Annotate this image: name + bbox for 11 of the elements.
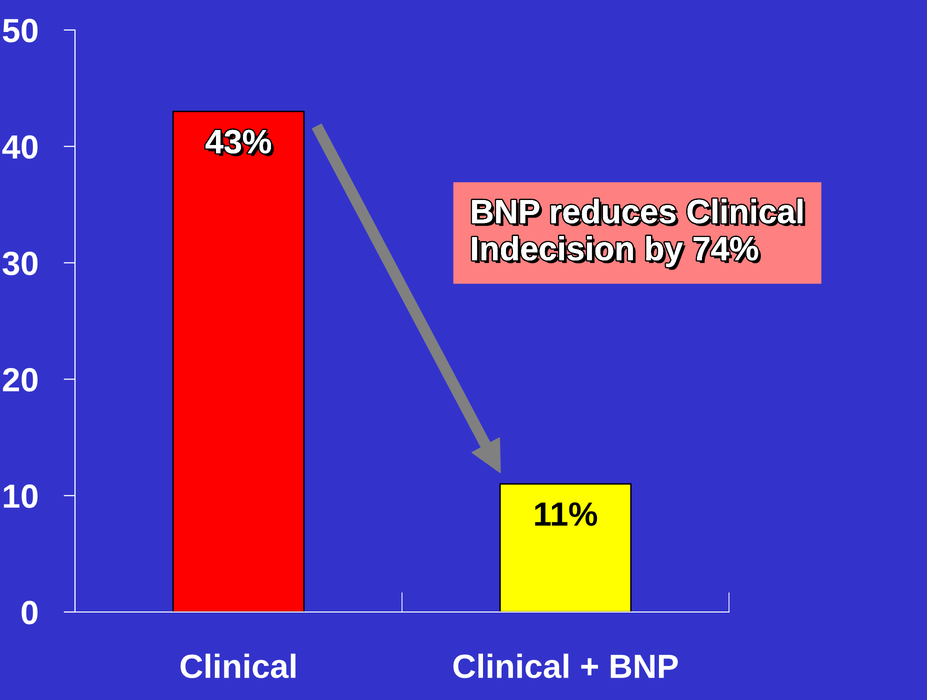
- y-tick-label: 10: [4, 484, 38, 508]
- annotation: BNP reduces Clinical Indecision by 74%: [472, 198, 806, 270]
- x-tick-label: Clinical: [180, 654, 296, 678]
- y-tick-label: 40: [2, 135, 38, 159]
- x-tick-label: Clinical + BNP: [453, 654, 678, 678]
- y-tick-label: 0: [22, 600, 38, 624]
- data-label: 11%: [535, 502, 598, 526]
- y-tick-label: 20: [2, 368, 38, 392]
- y-tick-label: 50: [2, 18, 38, 42]
- y-tick-label: 30: [2, 252, 38, 276]
- data-label: 43%: [206, 130, 274, 156]
